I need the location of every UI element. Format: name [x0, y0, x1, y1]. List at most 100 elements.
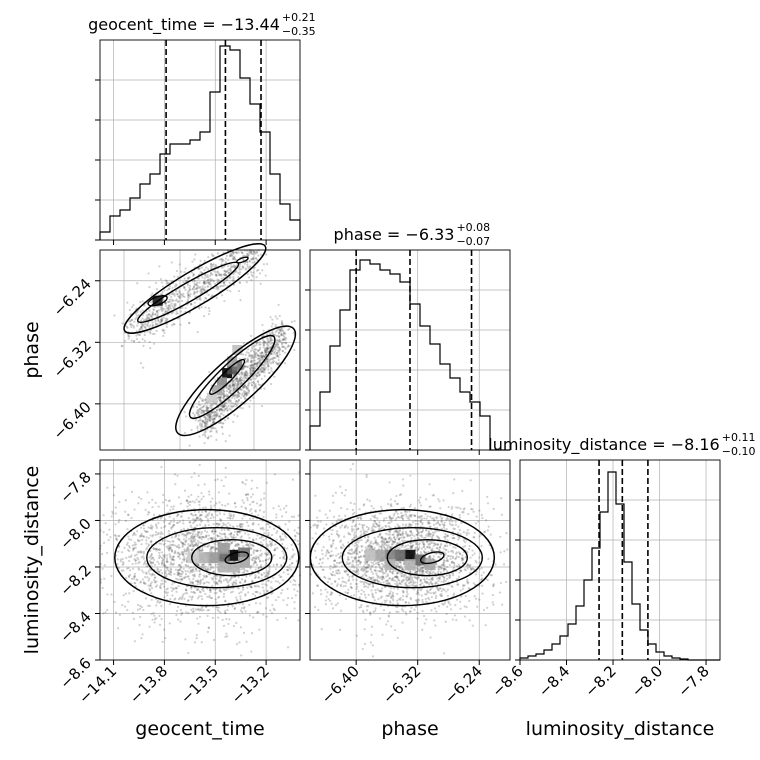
scatter-point — [200, 530, 204, 534]
scatter-point — [260, 554, 263, 557]
scatter-point — [239, 299, 242, 302]
scatter-point — [243, 373, 246, 376]
scatter-point — [206, 275, 210, 279]
scatter-point — [263, 366, 266, 369]
scatter-point — [276, 343, 280, 346]
scatter-point — [252, 250, 256, 253]
scatter-point — [164, 302, 167, 306]
scatter-point — [231, 382, 234, 385]
scatter-point — [291, 548, 295, 551]
scatter-point — [244, 374, 247, 377]
scatter-point — [453, 592, 456, 595]
scatter-point — [184, 588, 188, 592]
scatter-point — [238, 271, 242, 274]
scatter-point — [212, 516, 215, 519]
scatter-point — [188, 537, 191, 540]
scatter-point — [258, 628, 261, 631]
scatter-point — [288, 564, 291, 567]
scatter-point — [475, 597, 478, 600]
scatter-point — [127, 600, 130, 603]
scatter-point — [216, 412, 219, 415]
scatter-point — [229, 275, 232, 278]
scatter-point — [148, 559, 151, 563]
scatter-point — [102, 514, 105, 517]
scatter-point — [222, 392, 225, 395]
scatter-point — [151, 506, 154, 509]
scatter-point — [166, 547, 170, 550]
scatter-point — [246, 252, 250, 255]
scatter-point — [227, 387, 230, 391]
scatter-point — [465, 533, 468, 536]
scatter-point — [223, 269, 226, 273]
scatter-point — [222, 595, 225, 598]
scatter-point — [250, 250, 253, 253]
scatter-point — [232, 515, 235, 518]
scatter-point — [371, 655, 375, 658]
scatter-point — [199, 259, 202, 262]
scatter-point — [196, 524, 199, 527]
scatter-point — [229, 290, 232, 293]
scatter-point — [198, 463, 201, 467]
scatter-point — [250, 553, 253, 557]
scatter-point — [176, 275, 179, 278]
scatter-point — [101, 553, 104, 556]
scatter-point — [259, 549, 262, 552]
scatter-point — [255, 375, 258, 378]
x-tick-label: −7.8 — [674, 662, 712, 700]
scatter-point — [200, 266, 203, 269]
scatter-point — [177, 295, 180, 298]
scatter-point — [278, 353, 282, 356]
scatter-point — [390, 543, 394, 546]
scatter-point — [192, 514, 195, 517]
scatter-point — [262, 329, 265, 332]
scatter-point — [196, 331, 199, 334]
scatter-point — [267, 572, 271, 575]
scatter-point — [207, 523, 210, 527]
scatter-point — [190, 590, 193, 594]
scatter-point — [209, 588, 212, 592]
scatter-point — [277, 331, 281, 335]
scatter-point — [454, 604, 457, 607]
scatter-point — [291, 478, 295, 481]
scatter-point — [222, 393, 225, 396]
scatter-point — [187, 545, 190, 548]
scatter-point — [143, 530, 146, 533]
scatter-point — [435, 595, 438, 598]
scatter-point — [271, 361, 274, 364]
scatter-point — [287, 345, 291, 348]
scatter-point — [209, 402, 212, 405]
scatter-point — [251, 369, 254, 372]
scatter-point — [144, 597, 148, 600]
scatter-point — [183, 534, 186, 537]
scatter-point — [225, 406, 229, 409]
scatter-point — [252, 369, 255, 372]
scatter-point — [369, 641, 372, 644]
scatter-point — [250, 273, 253, 276]
scatter-point — [172, 311, 175, 314]
scatter-point — [195, 298, 199, 301]
scatter-point — [279, 536, 282, 539]
title-minus: −0.10 — [722, 445, 756, 458]
scatter-point — [252, 370, 255, 373]
scatter-point — [150, 592, 153, 595]
scatter-point — [242, 395, 245, 398]
scatter-point — [161, 290, 164, 294]
scatter-point — [160, 319, 164, 323]
panel-title: luminosity_distance = −8.16 +0.11−0.10 — [488, 431, 755, 458]
scatter-point — [196, 608, 199, 611]
scatter-point — [232, 534, 235, 537]
scatter-point — [166, 306, 170, 309]
scatter-point — [208, 415, 211, 418]
scatter-point — [207, 416, 210, 419]
scatter-point — [196, 410, 199, 413]
scatter-point — [220, 274, 223, 277]
scatter-point — [221, 266, 224, 269]
scatter-point — [169, 555, 172, 558]
scatter-point — [260, 552, 263, 555]
scatter-point — [224, 466, 227, 469]
scatter-point — [288, 327, 291, 331]
scatter-point — [140, 326, 143, 330]
scatter-point — [136, 282, 139, 285]
scatter-point — [198, 396, 201, 399]
scatter-point — [227, 265, 230, 268]
